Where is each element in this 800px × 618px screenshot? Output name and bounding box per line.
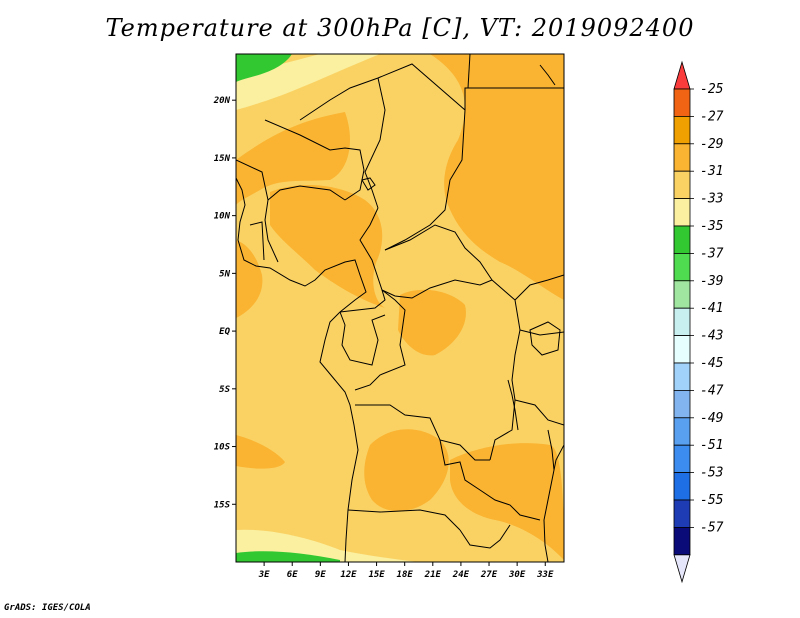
colorbar-swatch: [673, 280, 691, 309]
colorbar-swatch: [673, 198, 691, 227]
niger-chad-border: [299, 77, 379, 121]
lon-tick-label: 30E: [508, 570, 526, 580]
colorbar-tick-label: -43: [700, 329, 723, 344]
colorbar-swatch: [673, 225, 691, 254]
colorbar-tick-label: -35: [700, 219, 724, 234]
red-sea-coast: [539, 64, 556, 86]
cold-region-southwest: [236, 551, 340, 562]
colorbar-swatch: [673, 252, 691, 282]
colorbar-swatch: [673, 116, 691, 145]
east-africa-borders: [514, 274, 564, 426]
axis-labels: 20N 15N 10N 5N EQ 5S 10S 15S 3E 6E 9E 12E 15E 18E 21E 2…: [213, 96, 554, 580]
colorbar-top-arrow: [673, 60, 691, 90]
warm-region-northeast: [430, 54, 564, 300]
cold-region-northwest: [236, 54, 292, 82]
lon-tick-label: 21E: [424, 570, 442, 580]
west-africa-internal-border: [236, 159, 269, 261]
lon-tick-label: 15E: [368, 570, 385, 580]
map-panel: [236, 54, 564, 562]
colorbar-tick-label: -45: [700, 356, 724, 371]
lat-tick-label: 20N: [213, 96, 231, 106]
colorbar-swatch: [673, 499, 691, 528]
lon-tick-label: 27E: [480, 570, 498, 580]
colorbar-tick-label: -29: [700, 137, 723, 152]
lat-tick-label: 10S: [214, 443, 231, 453]
east-africa-coastline: [543, 444, 564, 562]
colorbar-swatch: [673, 527, 691, 556]
lon-tick-label: 33E: [536, 570, 554, 580]
lon-tick-label: 12E: [340, 570, 357, 580]
zambia-border: [439, 439, 541, 521]
colorbar: -25 -27 -29 -31 -33 -35 -37 -39 -41 -43 -45 -47 -49 -…: [673, 60, 724, 584]
lon-tick-label: 3E: [258, 570, 270, 580]
lon-tick-label: 24E: [452, 570, 470, 580]
colorbar-swatch: [673, 88, 691, 117]
colorbar-tick-label: -33: [700, 192, 723, 207]
drc-south-border: [355, 404, 490, 461]
cameroon-border: [339, 207, 386, 313]
colorbar-swatch: [673, 170, 691, 199]
lake-victoria: [529, 321, 561, 356]
colorbar-tick-label: -51: [700, 438, 723, 453]
chad-east-border: [377, 63, 466, 251]
colorbar-tick-label: -27: [700, 109, 724, 124]
lake-malawi: [547, 429, 555, 471]
warm-region-congo: [398, 289, 466, 356]
namibia-botswana-border: [459, 524, 511, 549]
chad-west-border: [364, 77, 386, 209]
libya-border: [467, 54, 471, 89]
colorbar-tick-label: -39: [700, 274, 723, 289]
warm-region-southeast: [450, 443, 564, 560]
colorbar-bottom-arrow: [673, 554, 691, 584]
drc-east-border: [489, 279, 521, 461]
sahel-border: [264, 119, 365, 201]
credit-text: GrADS: IGES/COLA: [4, 603, 91, 613]
coastlines-and-borders: [236, 54, 564, 562]
lat-tick-label: EQ: [219, 327, 230, 337]
warm-region-southwest-ocean: [236, 435, 285, 469]
colorbar-swatch: [673, 307, 691, 337]
colorbar-tick-label: -47: [700, 383, 724, 398]
colorbar-swatch: [673, 444, 691, 474]
lon-tick-label: 9E: [315, 570, 326, 580]
colorbar-swatch: [673, 143, 691, 172]
colorbar-tick-label: -25: [700, 82, 724, 97]
lon-tick-label: 18E: [397, 570, 414, 580]
colorbar-swatch: [673, 362, 691, 391]
colorbar-tick-label: -49: [700, 411, 723, 426]
colorbar-tick-label: -31: [700, 164, 723, 179]
colorbar-swatch: [673, 389, 691, 419]
lat-tick-label: 10N: [214, 212, 231, 222]
congo-gabon-border: [339, 311, 386, 366]
map-title: Temperature at 300hPa [C], VT: 201909240…: [105, 14, 695, 42]
drc-north-border: [354, 289, 406, 391]
nigeria-border: [264, 185, 346, 263]
colorbar-tick-label: -57: [700, 520, 724, 535]
lat-tick-label: 5N: [219, 269, 230, 279]
colorbar-tick-label: -55: [700, 493, 724, 508]
lon-tick-label: 6E: [287, 570, 298, 580]
lake-tanganyika: [507, 379, 519, 431]
lat-tick-label: 15N: [214, 154, 231, 164]
colorbar-tick-label: -41: [700, 301, 723, 316]
colorbar-tick-label: -53: [700, 466, 723, 481]
colorbar-swatch: [673, 417, 691, 446]
map-frame: [235, 53, 565, 563]
angola-south-border: [347, 509, 461, 531]
warm-region-angola: [364, 429, 449, 512]
lake-chad: [361, 177, 376, 191]
west-africa-coastline: [236, 177, 367, 562]
colorbar-tick-label: -37: [700, 246, 724, 261]
warm-region-nigeria: [270, 185, 385, 308]
colorbar-swatch: [673, 472, 691, 501]
colorbar-swatch: [673, 335, 691, 364]
libya-sudan-border: [464, 87, 564, 110]
lat-tick-label: 5S: [219, 385, 230, 395]
warm-region-west-coast: [236, 240, 263, 318]
lat-tick-label: 15S: [214, 500, 231, 510]
